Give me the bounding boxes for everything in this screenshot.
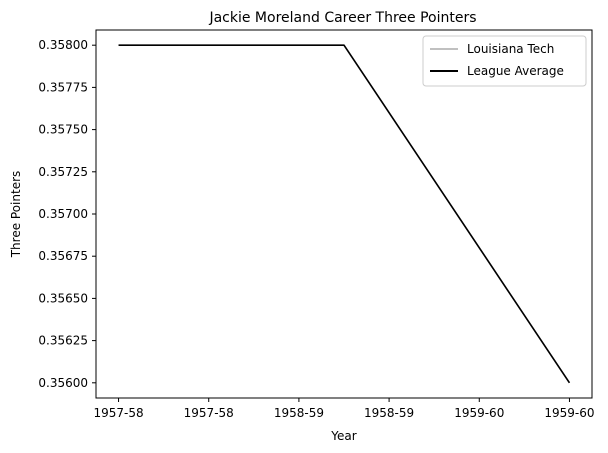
y-tick-label: 0.35600 bbox=[38, 376, 88, 390]
x-tick-label: 1958-59 bbox=[364, 406, 414, 420]
y-tick-label: 0.35725 bbox=[38, 165, 88, 179]
y-tick-label: 0.35750 bbox=[38, 123, 88, 137]
y-tick-label: 0.35625 bbox=[38, 334, 88, 348]
x-tick-label: 1959-60 bbox=[454, 406, 504, 420]
x-axis-label: Year bbox=[330, 429, 356, 443]
y-tick-label: 0.35650 bbox=[38, 291, 88, 305]
y-tick-label: 0.35800 bbox=[38, 38, 88, 52]
x-tick-label: 1959-60 bbox=[544, 406, 594, 420]
chart-title: Jackie Moreland Career Three Pointers bbox=[208, 10, 476, 26]
legend-label-league-average: League Average bbox=[467, 64, 564, 78]
legend: Louisiana Tech League Average bbox=[423, 36, 586, 86]
x-tick-label: 1958-59 bbox=[274, 406, 324, 420]
x-tick-label: 1957-58 bbox=[184, 406, 234, 420]
y-axis-ticks: 0.35600 0.35625 0.35650 0.35675 0.35700 0.357… bbox=[38, 38, 96, 390]
y-tick-label: 0.35775 bbox=[38, 80, 88, 94]
y-tick-label: 0.35675 bbox=[38, 249, 88, 263]
x-tick-label: 1957-58 bbox=[93, 406, 143, 420]
y-tick-label: 0.35700 bbox=[38, 207, 88, 221]
y-axis-label: Three Pointers bbox=[9, 171, 23, 259]
legend-label-louisiana-tech: Louisiana Tech bbox=[467, 42, 554, 56]
